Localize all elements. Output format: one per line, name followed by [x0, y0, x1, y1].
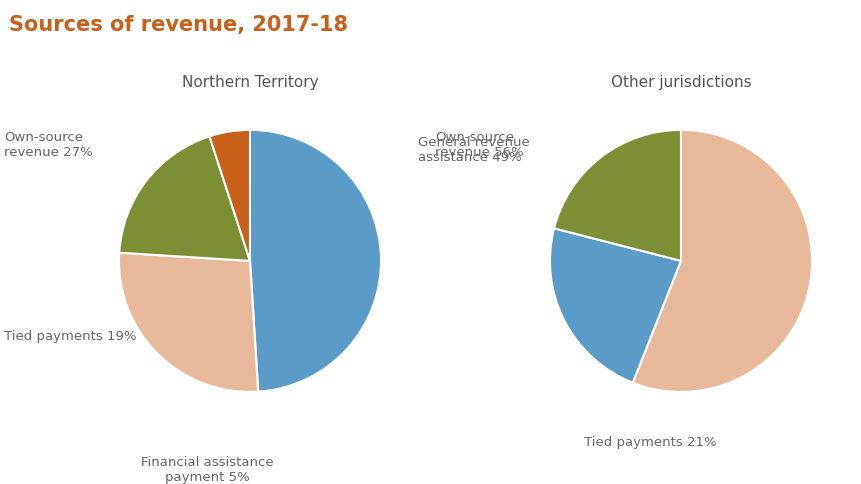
Wedge shape — [632, 131, 811, 392]
Wedge shape — [554, 131, 680, 261]
Wedge shape — [549, 229, 680, 383]
Text: Tied payments 21%: Tied payments 21% — [584, 436, 716, 449]
Text: Own-source
revenue 56%: Own-source revenue 56% — [435, 131, 523, 159]
Title: Other jurisdictions: Other jurisdictions — [610, 75, 751, 90]
Text: Tied payments 19%: Tied payments 19% — [4, 329, 137, 342]
Text: Own-source
revenue 27%: Own-source revenue 27% — [4, 131, 93, 159]
Wedge shape — [209, 131, 250, 261]
Wedge shape — [119, 137, 250, 261]
Text: General revenue
assistance 49%: General revenue assistance 49% — [418, 136, 530, 164]
Text: Financial assistance
payment 5%: Financial assistance payment 5% — [140, 455, 273, 483]
Title: Northern Territory: Northern Territory — [182, 75, 318, 90]
Text: Sources of revenue, 2017-18: Sources of revenue, 2017-18 — [9, 15, 347, 34]
Wedge shape — [250, 131, 381, 392]
Wedge shape — [119, 253, 258, 392]
